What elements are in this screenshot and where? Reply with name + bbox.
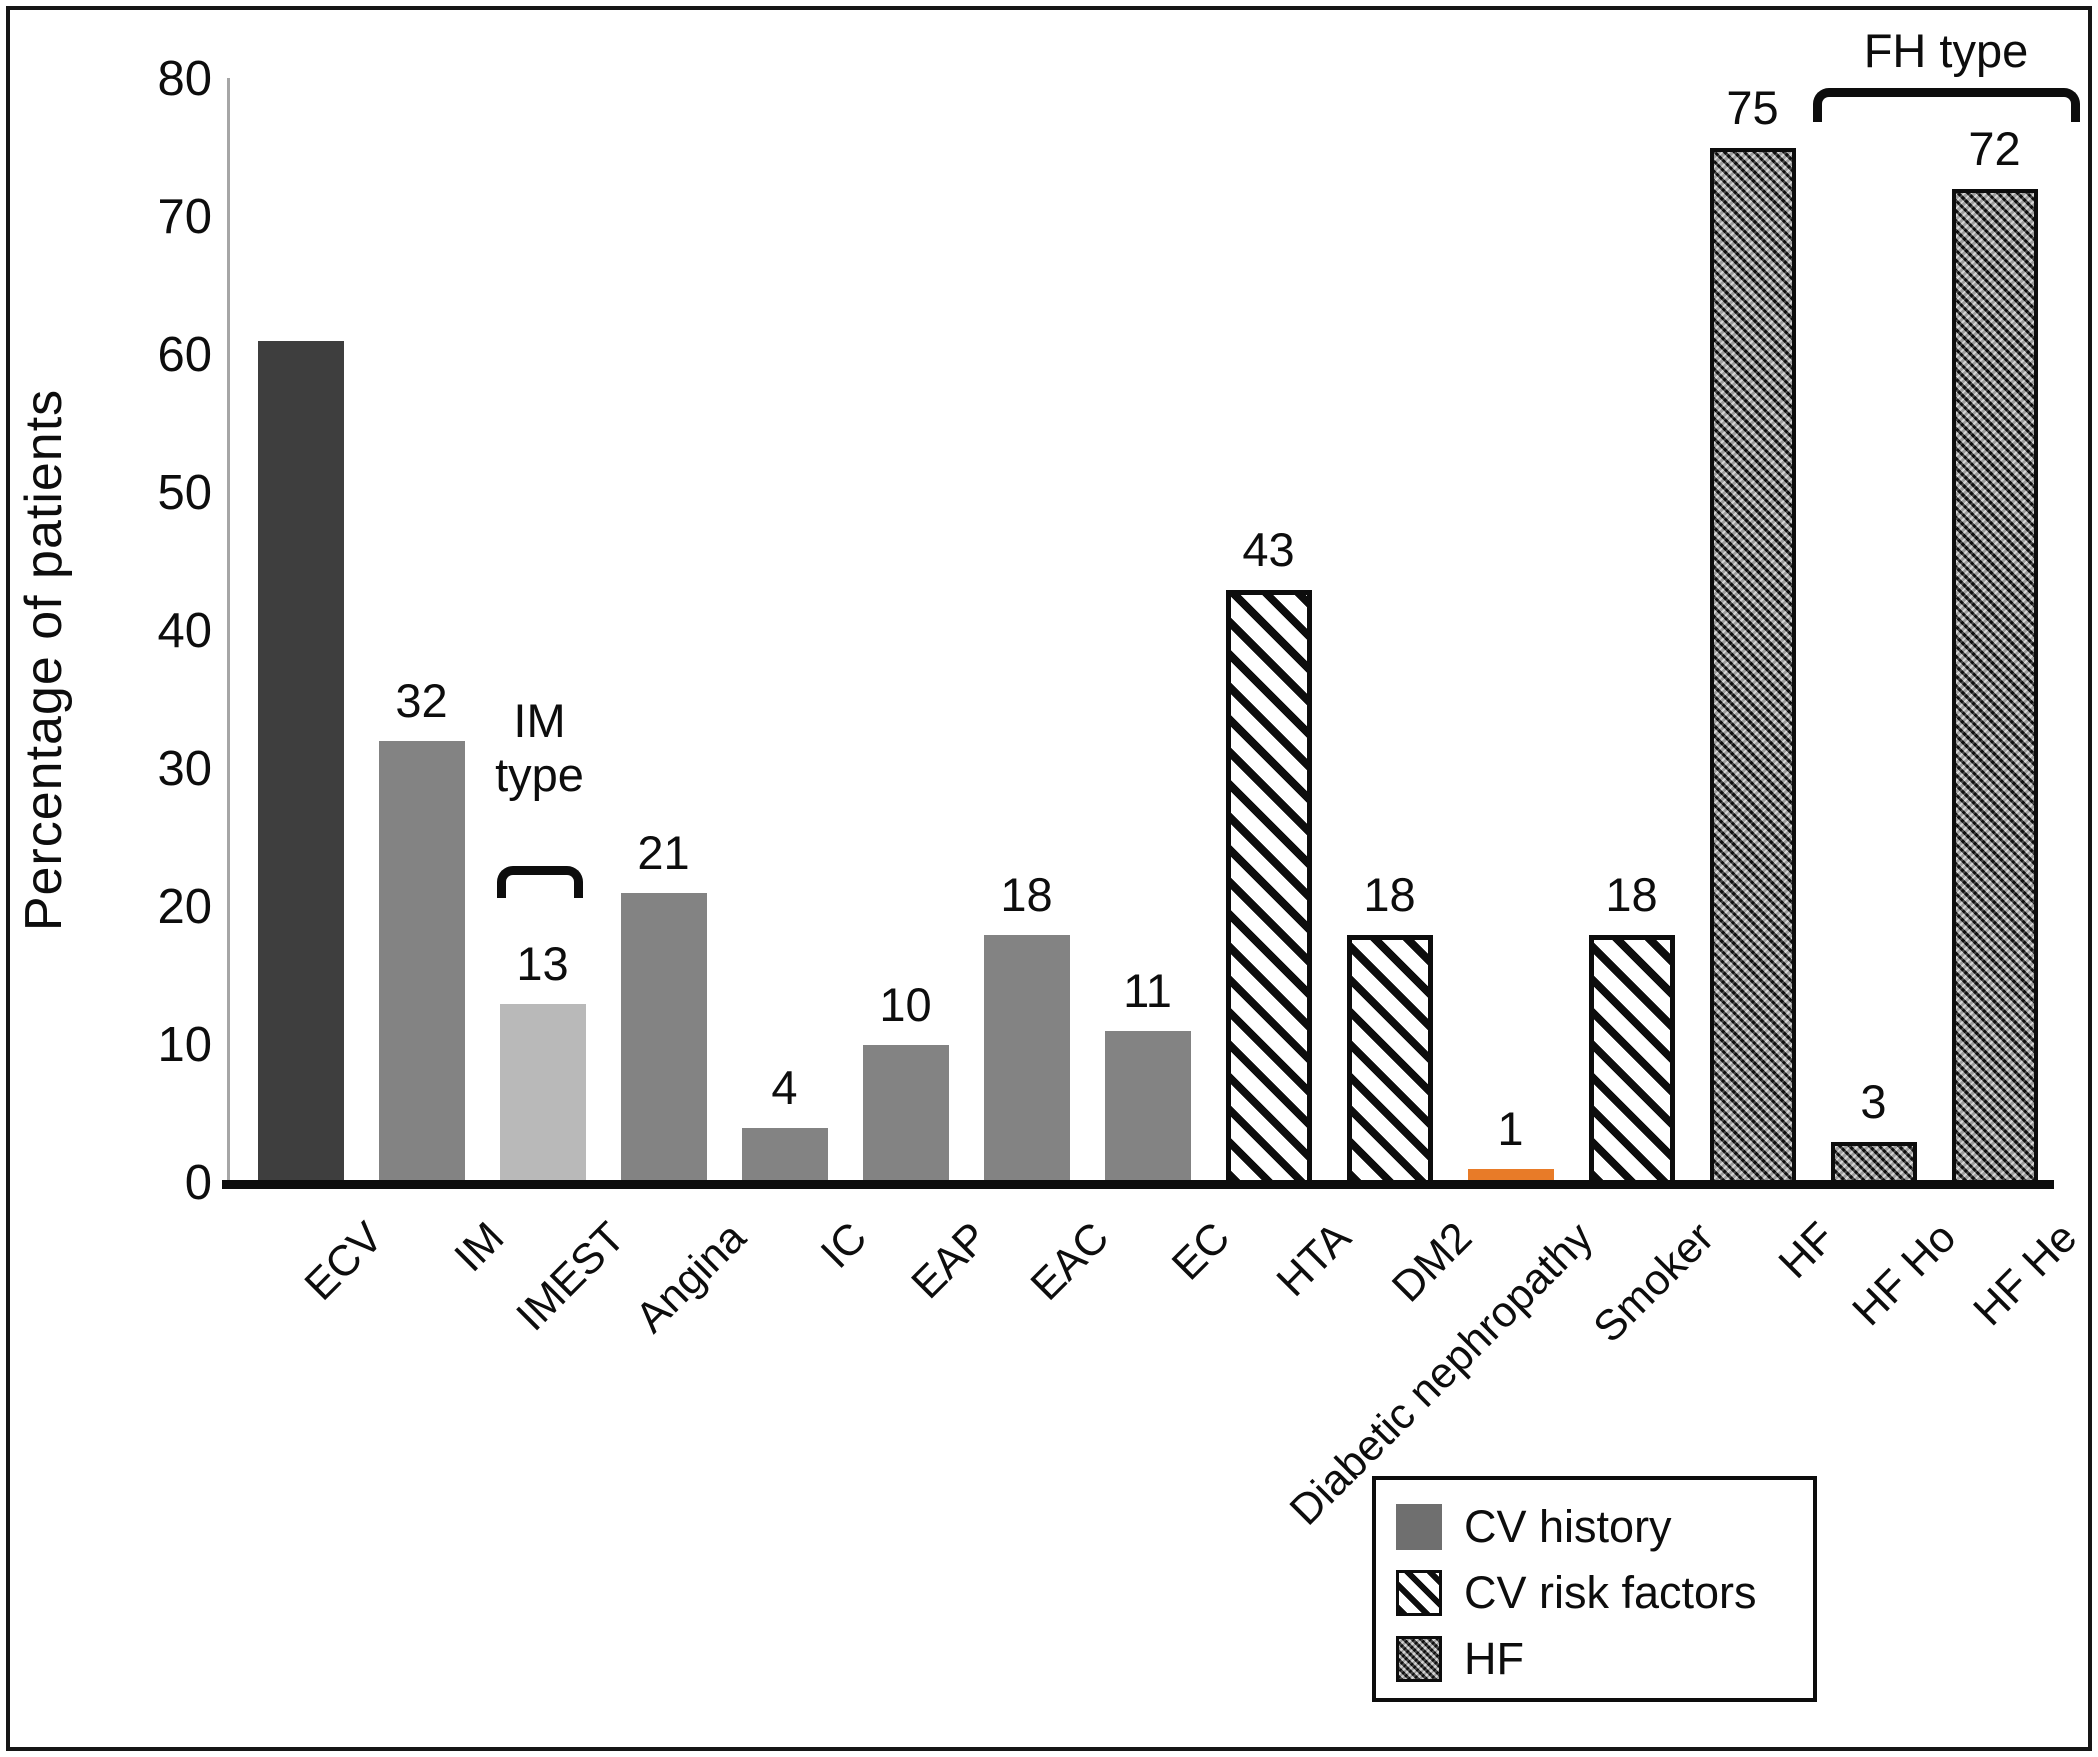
bar-imest	[499, 1003, 586, 1187]
y-tick-label: 40	[157, 604, 212, 658]
bar-value-label: 1	[1497, 1102, 1524, 1156]
bar-value-label: 10	[879, 978, 932, 1031]
bar-dm2	[1346, 934, 1433, 1187]
x-axis-baseline	[222, 1180, 2054, 1189]
bar-value-label: 11	[1123, 964, 1172, 1018]
legend-label: CV risk factors	[1464, 1567, 1757, 1618]
bar-ecv	[257, 341, 344, 1187]
bar-ic	[741, 1127, 828, 1187]
legend-swatch-hatch-icon	[1396, 1570, 1442, 1616]
bar-angina	[620, 893, 707, 1187]
legend-item-hf: HF	[1396, 1626, 1813, 1692]
bar-ec	[1104, 1031, 1191, 1187]
bar-value-label: 72	[1968, 122, 2021, 176]
bracket-annotation-im-type	[496, 866, 583, 898]
y-tick-label: 10	[157, 1018, 212, 1072]
y-axis-line	[227, 78, 230, 1189]
bar-hta	[1225, 589, 1312, 1187]
y-tick-label: 20	[157, 880, 212, 934]
legend-item-cv-history: CV history	[1396, 1494, 1813, 1560]
bar-value-label: 4	[771, 1060, 798, 1114]
legend-swatch-solid-icon	[1396, 1504, 1442, 1550]
bar-im	[378, 741, 465, 1187]
bar-value-label: 18	[1363, 867, 1416, 921]
bar-value-label: 18	[1000, 867, 1053, 921]
y-tick-label: 0	[184, 1156, 212, 1210]
bar-hf-he	[1951, 189, 2038, 1187]
bar-value-label: 13	[516, 936, 569, 990]
bar-value-label: 32	[395, 674, 448, 728]
bar-value-label: 3	[1860, 1074, 1887, 1128]
y-tick-label: 50	[157, 466, 212, 520]
bar-eap	[862, 1045, 949, 1187]
legend-label: CV history	[1464, 1501, 1672, 1552]
bracket-annotation-fh-type	[1812, 88, 2080, 122]
legend-label: HF	[1464, 1633, 1524, 1684]
bar-value-label: 75	[1726, 81, 1779, 134]
bar-hf	[1709, 148, 1796, 1187]
bar-value-label: 18	[1605, 867, 1658, 921]
bar-value-label: 43	[1242, 522, 1295, 576]
y-tick-label: 80	[157, 52, 212, 106]
bar-smoker	[1588, 934, 1675, 1187]
legend-swatch-weave-icon	[1396, 1636, 1442, 1682]
legend-item-cv-risk-factors: CV risk factors	[1396, 1560, 1813, 1626]
bar-eac	[983, 934, 1070, 1187]
annotation-text-fh-type: FH type	[1863, 24, 2029, 77]
bar-value-label: 21	[637, 826, 690, 880]
y-tick-label: 70	[157, 190, 212, 244]
annotation-text-im-type: IM type	[495, 694, 584, 801]
legend-box: CV history CV risk factors HF	[1372, 1476, 1817, 1702]
y-tick-label: 30	[157, 742, 212, 796]
y-tick-label: 60	[157, 328, 212, 382]
